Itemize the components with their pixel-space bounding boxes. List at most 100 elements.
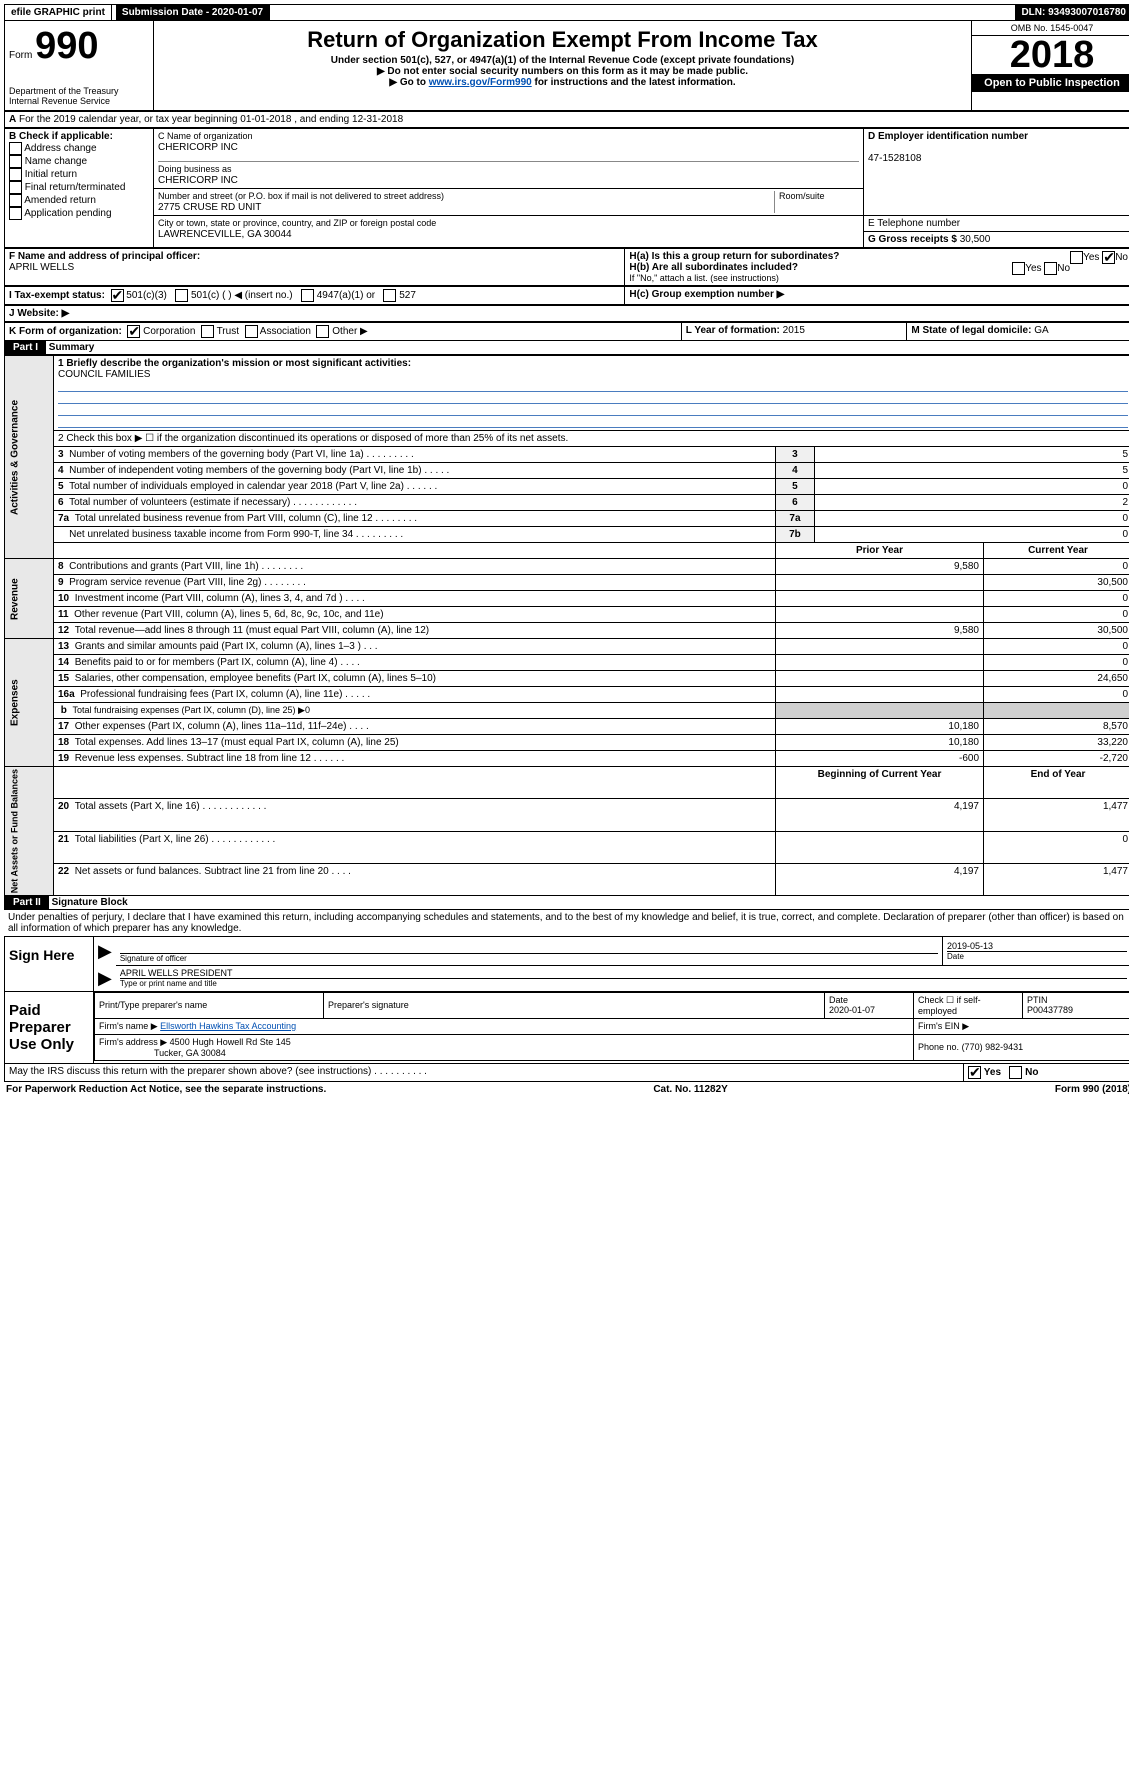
prep-sig-label: Preparer's signature xyxy=(324,992,825,1018)
vlabel-governance: Activities & Governance xyxy=(5,356,54,559)
discuss-text: May the IRS discuss this return with the… xyxy=(9,1066,427,1077)
chk-trust[interactable] xyxy=(201,325,214,338)
prep-date: 2020-01-07 xyxy=(829,1005,875,1015)
row-7a: 7a Total unrelated business revenue from… xyxy=(5,511,1129,527)
irs-link[interactable]: www.irs.gov/Form990 xyxy=(429,77,532,88)
row-4: 4 Number of independent voting members o… xyxy=(5,463,1129,479)
i-block: I Tax-exempt status: 501(c)(3) 501(c) ( … xyxy=(4,286,1129,305)
page-footer: For Paperwork Reduction Act Notice, see … xyxy=(4,1082,1129,1097)
gross-receipts: 30,500 xyxy=(960,234,991,245)
dln: DLN: 93493007016780 xyxy=(1015,5,1129,20)
form-label: Form xyxy=(9,50,32,61)
part1-label: Part I xyxy=(5,341,46,354)
part2-name: Signature Block xyxy=(52,897,128,908)
org-address: 2775 CRUSE RD UNIT xyxy=(158,202,261,213)
date-label: Date xyxy=(947,951,1127,961)
row-6: 6 Total number of volunteers (estimate i… xyxy=(5,495,1129,511)
name-title-label: Type or print name and title xyxy=(120,978,1127,988)
chk-assoc[interactable] xyxy=(245,325,258,338)
efile-label: efile GRAPHIC print xyxy=(5,5,112,20)
row-7b: Net unrelated business taxable income fr… xyxy=(5,527,1129,543)
footer-center: Cat. No. 11282Y xyxy=(653,1084,727,1095)
chk-527[interactable] xyxy=(383,289,396,302)
firm-name[interactable]: Ellsworth Hawkins Tax Accounting xyxy=(160,1021,296,1031)
box-m-label: M State of legal domicile: xyxy=(911,325,1031,336)
sign-block: Sign Here ▶ Signature of officer 2019-05… xyxy=(4,936,1129,992)
hb-no[interactable] xyxy=(1044,262,1057,275)
chk-501c[interactable] xyxy=(175,289,188,302)
footer-right: Form 990 (2018) xyxy=(1055,1084,1129,1095)
firm-addr1: 4500 Hugh Howell Rd Ste 145 xyxy=(170,1037,291,1047)
line2: 2 Check this box ▶ ☐ if the organization… xyxy=(54,431,1129,447)
section-a: A For the 2019 calendar year, or tax yea… xyxy=(4,111,1129,128)
chk-other[interactable] xyxy=(316,325,329,338)
sig-officer-label: Signature of officer xyxy=(120,953,938,963)
title-block: Return of Organization Exempt From Incom… xyxy=(154,21,971,110)
row-5: 5 Total number of individuals employed i… xyxy=(5,479,1129,495)
chk-final[interactable] xyxy=(9,181,22,194)
domicile: GA xyxy=(1034,325,1048,336)
chk-501c3[interactable] xyxy=(111,289,124,302)
form-990: 990 xyxy=(35,25,98,67)
self-emp-label: Check ☐ if self-employed xyxy=(914,992,1023,1018)
chk-name[interactable] xyxy=(9,155,22,168)
goto-note: ▶ Go to www.irs.gov/Form990 for instruct… xyxy=(158,77,967,88)
chk-corp[interactable] xyxy=(127,325,140,338)
firm-ein-label: Firm's EIN ▶ xyxy=(914,1018,1129,1034)
vlabel-net: Net Assets or Fund Balances xyxy=(5,767,54,896)
officer-name: APRIL WELLS PRESIDENT xyxy=(120,968,233,978)
klm-block: K Form of organization: Corporation Trus… xyxy=(4,322,1129,341)
phone-label: Phone no. xyxy=(918,1042,959,1052)
year-formed: 2015 xyxy=(783,325,805,336)
chk-initial[interactable] xyxy=(9,168,22,181)
sig-date: 2019-05-13 xyxy=(947,941,993,951)
dept-label: Department of the Treasury Internal Reve… xyxy=(9,86,149,106)
c-name-label: C Name of organization xyxy=(158,131,253,141)
firm-addr-label: Firm's address ▶ xyxy=(99,1037,167,1047)
ha-no[interactable] xyxy=(1102,251,1115,264)
entity-info: B Check if applicable: Address change Na… xyxy=(4,128,1129,248)
city-label: City or town, state or province, country… xyxy=(158,218,436,228)
ptin: P00437789 xyxy=(1027,1005,1073,1015)
top-bar: efile GRAPHIC print Submission Date - 20… xyxy=(4,4,1129,21)
firm-phone: (770) 982-9431 xyxy=(962,1042,1024,1052)
fh-block: F Name and address of principal officer:… xyxy=(4,248,1129,286)
chk-pending[interactable] xyxy=(9,207,22,220)
tax-year: 2018 xyxy=(972,36,1129,74)
year-block: OMB No. 1545-0047 2018 Open to Public In… xyxy=(971,21,1129,110)
vlabel-revenue: Revenue xyxy=(5,559,54,639)
form-subtitle: Under section 501(c), 527, or 4947(a)(1)… xyxy=(158,55,967,66)
chk-amended[interactable] xyxy=(9,194,22,207)
prep-date-label: Date xyxy=(829,995,848,1005)
box-hc: H(c) Group exemption number ▶ xyxy=(629,289,784,300)
submission-date: Submission Date - 2020-01-07 xyxy=(116,5,270,20)
form-number-block: Form 990 Department of the Treasury Inte… xyxy=(5,21,154,110)
ein: 47-1528108 xyxy=(868,153,921,164)
box-l-label: L Year of formation: xyxy=(686,325,780,336)
tax-period: For the 2019 calendar year, or tax year … xyxy=(19,114,403,125)
part1-name: Summary xyxy=(49,342,95,353)
org-dba: CHERICORP INC xyxy=(158,175,238,186)
discuss-row: May the IRS discuss this return with the… xyxy=(4,1064,1129,1082)
paid-label: Paid Preparer Use Only xyxy=(5,992,94,1063)
mission-text: COUNCIL FAMILIES xyxy=(58,369,150,380)
chk-4947[interactable] xyxy=(301,289,314,302)
box-e-label: E Telephone number xyxy=(868,218,960,229)
firm-label: Firm's name ▶ xyxy=(99,1021,158,1031)
ha-yes[interactable] xyxy=(1070,251,1083,264)
org-name: CHERICORP INC xyxy=(158,142,238,153)
dba-label: Doing business as xyxy=(158,164,232,174)
ptin-label: PTIN xyxy=(1027,995,1048,1005)
discuss-yes[interactable] xyxy=(968,1066,981,1079)
discuss-no[interactable] xyxy=(1009,1066,1022,1079)
room-label: Room/suite xyxy=(779,191,825,201)
vlabel-expenses: Expenses xyxy=(5,639,54,767)
chk-address[interactable] xyxy=(9,142,22,155)
hb-yes[interactable] xyxy=(1012,262,1025,275)
row-3: 3 Number of voting members of the govern… xyxy=(5,447,1129,463)
form-header: Form 990 Department of the Treasury Inte… xyxy=(4,21,1129,111)
box-k-label: K Form of organization: xyxy=(9,326,122,337)
preparer-block: Paid Preparer Use Only Print/Type prepar… xyxy=(4,992,1129,1064)
box-b-label: B Check if applicable: xyxy=(9,131,113,142)
part2-label: Part II xyxy=(5,896,49,909)
